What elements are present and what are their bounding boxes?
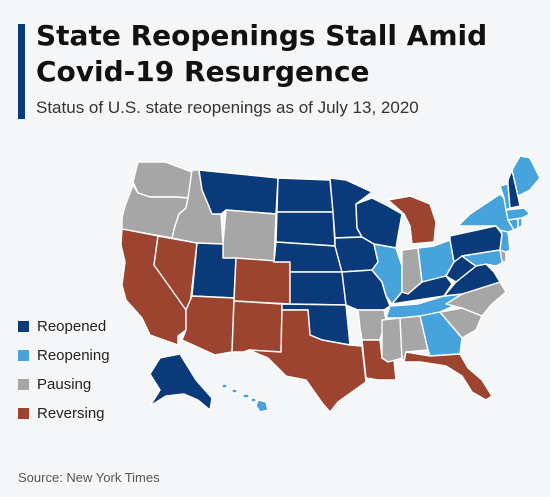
- state-new-jersey: [499, 229, 511, 253]
- state-rhode-island: [517, 217, 523, 229]
- legend-item-pausing: Pausing: [18, 370, 110, 399]
- legend-item-reversing: Reversing: [18, 399, 110, 428]
- state-kansas: [289, 271, 347, 306]
- state-wyoming: [222, 209, 277, 263]
- state-michigan: [387, 195, 437, 245]
- legend-label-reversing: Reversing: [37, 405, 105, 422]
- state-mississippi: [381, 317, 403, 363]
- legend-swatch-reversing: [18, 408, 29, 419]
- state-massachusetts: [505, 207, 531, 221]
- state-texas: [248, 309, 367, 413]
- state-south-dakota: [275, 211, 336, 247]
- legend-swatch-reopening: [18, 350, 29, 361]
- legend-label-pausing: Pausing: [37, 376, 92, 393]
- legend-item-reopened: Reopened: [18, 312, 110, 341]
- state-louisiana: [361, 339, 397, 381]
- legend-item-reopening: Reopening: [18, 341, 110, 370]
- chart-subtitle: Status of U.S. state reopenings as of Ju…: [36, 98, 419, 117]
- state-alaska: [149, 353, 213, 411]
- chart-title: State Reopenings Stall Amid Covid-19 Res…: [36, 19, 488, 88]
- state-maine: [511, 155, 541, 197]
- state-colorado: [233, 257, 291, 305]
- legend-label-reopened: Reopened: [37, 318, 107, 335]
- central-region: [248, 177, 397, 413]
- state-north-dakota: [276, 177, 334, 213]
- west-region: [120, 161, 291, 356]
- state-hawaii: [221, 383, 269, 413]
- state-south-carolina: [439, 307, 483, 339]
- title-accent-bar: [18, 24, 25, 119]
- source-note: Source: New York Times: [18, 470, 160, 485]
- legend-swatch-reopened: [18, 321, 29, 332]
- state-new-mexico: [231, 300, 283, 353]
- state-wisconsin: [355, 197, 403, 249]
- non-contiguous-states: [149, 353, 269, 413]
- state-kentucky: [391, 275, 453, 305]
- state-vermont: [499, 183, 511, 211]
- legend-swatch-pausing: [18, 379, 29, 390]
- state-florida: [403, 351, 493, 401]
- state-washington: [132, 161, 195, 199]
- state-montana: [198, 169, 279, 215]
- state-illinois: [371, 243, 403, 305]
- northeast-region: [449, 155, 541, 267]
- south-region: [381, 255, 507, 401]
- map-legend: Reopened Reopening Pausing Reversing: [18, 312, 110, 428]
- legend-label-reopening: Reopening: [37, 347, 110, 364]
- state-arizona: [181, 295, 235, 356]
